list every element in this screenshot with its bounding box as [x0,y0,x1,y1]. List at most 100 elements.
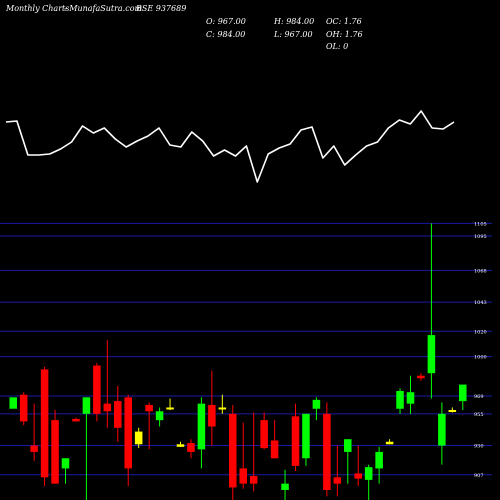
candle-body [354,473,362,479]
price-axis: 1105 1095 1068 1043 1020 1000 969 955 930 907 [474,221,487,478]
candle [145,402,153,450]
candle [448,407,457,413]
candle [427,223,436,399]
candle [218,394,227,414]
candle-body [19,394,28,422]
candle-body [438,413,446,446]
candle-body [124,397,132,469]
ol-value: OL: 0 [326,42,348,51]
y-tick-label: 930 [474,444,484,450]
candle-body [406,392,415,404]
y-tick-label: 1000 [474,355,487,361]
oc-value: OC: 1.76 [326,17,362,26]
candle-body [281,483,289,490]
candle [229,404,237,500]
candle [270,420,279,459]
candle [406,375,415,414]
indicator-panel [5,110,455,183]
candle [166,398,174,411]
candle [260,412,268,450]
candle [40,366,49,487]
candle-body [145,404,153,412]
candle-body [218,407,227,410]
candle-body [291,416,300,466]
candle-body [344,439,352,452]
candle-body [312,399,321,409]
high-value: H: 984.00 [273,17,314,26]
candle-body [375,451,383,469]
candle [61,458,70,484]
low-value: L: 967.00 [273,30,313,39]
candle-body [239,468,247,484]
candle-body [9,397,17,409]
candle-body [103,403,112,412]
candle-body [30,445,38,452]
y-tick-label: 1043 [474,300,487,306]
candle [291,403,300,471]
candle [208,370,216,446]
candles [9,223,467,500]
indicator-line [5,110,455,183]
candle [281,469,289,500]
candle-body [93,365,101,414]
oh-value: OH: 1.76 [326,30,363,39]
source-label: - MunafaSutra.com [64,4,143,13]
candle-body [385,441,394,445]
candle [103,340,112,428]
candle [124,394,132,487]
candle [82,397,91,500]
candle [9,397,17,409]
candle [72,417,80,422]
candle [93,363,101,422]
y-tick-label: 907 [474,473,484,479]
candle-body [333,477,342,484]
candle-body [61,458,70,469]
candle [239,422,247,489]
candle-body [82,397,91,414]
candle-body [229,413,237,488]
candle [187,439,195,459]
candle-body [72,418,80,422]
y-tick-label: 1068 [474,268,487,274]
candle [417,373,425,381]
candle-body [155,411,164,421]
candle [176,441,185,447]
y-tick-label: 1020 [474,329,487,335]
candle [323,402,331,497]
candle [30,403,38,461]
y-tick-label: 1095 [474,234,487,240]
candle [19,392,28,426]
candle-body [364,467,373,480]
candle-body [40,369,49,478]
candle-body [249,476,258,484]
candle [375,446,383,484]
candle-body [260,420,268,449]
candle-body [176,444,185,447]
candle [114,385,122,442]
candle [344,439,352,484]
chart-title: Monthly Charts [5,4,69,13]
candle-body [166,407,174,410]
candle-body [427,335,436,374]
candle [51,410,59,484]
candle-body [208,404,216,427]
candle [155,407,164,427]
open-value: O: 967.00 [206,17,246,26]
candle-body [114,401,122,428]
candle-body [448,410,457,413]
candle-body [323,413,331,490]
close-value: C: 984.00 [206,30,245,39]
candle [333,445,342,497]
y-tick-label: 1105 [474,221,487,227]
candle [396,388,404,414]
candle [364,464,373,500]
candle-body [270,440,279,459]
candle-body [187,443,195,452]
candle [197,397,206,469]
candle [312,397,321,421]
candle-body [459,384,467,402]
candle [249,412,258,492]
candle [385,439,394,445]
candle [134,427,143,449]
